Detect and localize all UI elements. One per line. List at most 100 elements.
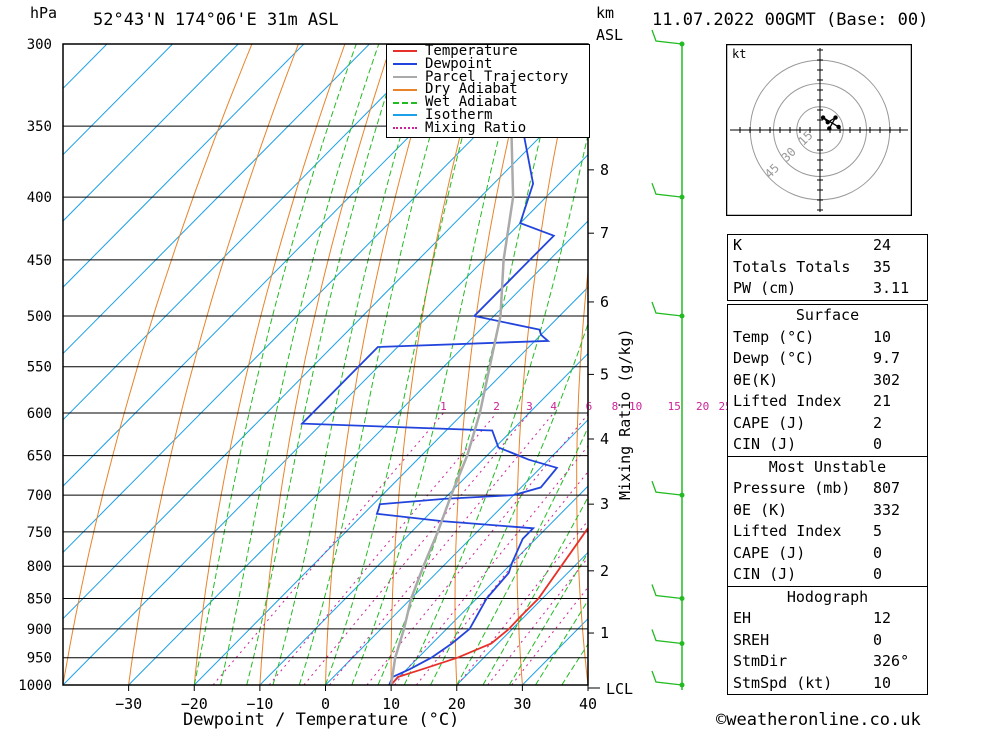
pressure-tick-label: 300 (27, 37, 52, 53)
pressure-tick-label: 1000 (18, 678, 52, 694)
mixing-ratio-line (416, 471, 588, 685)
lcl-label: LCL (606, 680, 633, 698)
km-tick-label: 3 (600, 495, 609, 513)
hodo-row: EH 12 (728, 608, 927, 630)
surface-title: Surface (795, 306, 860, 324)
mixing-ratio-value: 4 (550, 400, 557, 413)
wind-barb (651, 629, 683, 645)
hodo-label: SREH (733, 630, 770, 649)
temperature-tick-label: 20 (448, 695, 466, 713)
surface-value: 0 (873, 435, 883, 453)
pressure-tick-label: 350 (27, 119, 52, 135)
temperature-tick-label: 10 (382, 695, 400, 713)
mu-value: 0 (873, 543, 883, 562)
hodo-row: StmSpd (kt) 10 (728, 673, 927, 695)
pressure-tick-labels: 300 350 400 450 500 550 600 650 700 750 800 850 900 9… (18, 37, 52, 694)
hodo-value: 326° (873, 652, 910, 670)
surface-row: Dewp (°C) 9.7 (728, 348, 927, 370)
mixing-ratio-axis-label: Mixing Ratio (g/kg) (616, 328, 634, 500)
wind-barb (651, 182, 683, 198)
mu-label: Pressure (mb) (733, 479, 851, 497)
dry-adiabat-line (691, 44, 720, 685)
pressure-tick-label: 550 (27, 360, 52, 376)
pressure-tick-label: 750 (27, 525, 52, 541)
hodograph-point (836, 124, 841, 130)
legend-item: Dry Adiabat (387, 83, 589, 96)
isotherm-line (63, 44, 173, 156)
hodo-row: SREH 0 (728, 630, 927, 652)
mu-label: Lifted Index (733, 522, 842, 540)
surface-row: CAPE (J) 2 (728, 413, 927, 435)
isotherm-line (325, 419, 588, 685)
parcel-trajectory-line (389, 44, 516, 685)
surface-label: θE(K) (733, 370, 779, 389)
hodo-label: EH (733, 609, 752, 627)
dry-adiabat-line (128, 44, 299, 685)
mu-value: 807 (873, 479, 901, 497)
wet-adiabat-line (482, 496, 588, 685)
pressure-tick-label: 650 (27, 449, 52, 465)
mixing-ratio-line (394, 445, 588, 685)
surface-value: 302 (873, 370, 901, 389)
wet-adiabat-line (508, 551, 588, 685)
surface-row: CIN (J) 0 (728, 434, 927, 456)
km-tick-label: 5 (600, 365, 609, 383)
km-tick-label: 7 (600, 224, 609, 242)
datetime-label: 11.07.2022 00GMT (Base: 00) (652, 10, 929, 30)
temperature-tick-labels: −30 −20 −10 0 10 20 30 40 (115, 685, 597, 713)
sounding-series (300, 44, 588, 685)
isobar-lines (63, 43, 588, 686)
wet-adiabat-line (456, 426, 588, 685)
wet-adiabat-line (403, 132, 588, 685)
temperature-tick-label: −20 (181, 695, 208, 713)
surface-value: 2 (873, 413, 883, 432)
mixing-ratio-value: 15 (668, 400, 681, 413)
isotherm-line (390, 485, 588, 685)
surface-row: θE(K) 302 (728, 370, 927, 392)
dry-adiabat-line (996, 44, 1000, 685)
legend-item: Mixing Ratio (387, 121, 589, 135)
mu-row: CAPE (J) 0 (728, 543, 927, 565)
km-tick-label: 4 (600, 430, 609, 448)
legend-label: Isotherm (425, 106, 493, 123)
dewpoint-line (300, 44, 587, 685)
legend: Temperature Dewpoint Parcel Trajectory Dry … (386, 44, 590, 138)
surface-value: 10 (873, 327, 892, 346)
hodograph-point (820, 115, 826, 120)
index-label: K (733, 236, 743, 254)
mixing-ratio-lines (212, 412, 588, 685)
wind-barb (651, 29, 683, 45)
pressure-tick-label: 800 (27, 559, 52, 575)
mu-label: CIN (J) (733, 565, 797, 583)
isotherm-line (259, 352, 588, 685)
isotherm-line (63, 44, 239, 222)
mixing-ratio-value: 10 (629, 400, 642, 413)
pressure-tick-label: 850 (27, 591, 52, 607)
surface-label: CIN (J) (733, 435, 797, 453)
location-title: 52°43'N 174°06'E 31m ASL (93, 10, 339, 30)
credit-link[interactable]: ©weatheronline.co.uk (716, 710, 921, 730)
mixing-ratio-line (212, 412, 444, 685)
wind-barb (651, 584, 683, 600)
surface-row: Lifted Index 21 (728, 391, 927, 413)
pressure-tick-label: 400 (27, 190, 52, 206)
pressure-tick-label: 950 (27, 651, 52, 667)
surface-table: Surface Temp (°C) 10 Dewp (°C) 9.7 θE(K) 30… (727, 304, 928, 695)
mu-value: 0 (873, 565, 883, 583)
surface-label: Lifted Index (733, 392, 842, 410)
hodo-label: StmDir (733, 652, 788, 670)
legend-item: Dewpoint (387, 57, 589, 71)
index-value: 24 (873, 236, 892, 254)
temperature-tick-label: 0 (321, 695, 330, 713)
legend-swatch (393, 127, 417, 130)
pressure-tick-label: 900 (27, 622, 52, 638)
isotherm-line (63, 44, 436, 421)
surface-row: Temp (°C) 10 (728, 327, 927, 349)
legend-swatch (393, 50, 417, 53)
surface-label: Temp (°C) (733, 327, 815, 346)
km-tick-label: 2 (600, 562, 609, 580)
x-axis-title: Dewpoint / Temperature (°C) (183, 710, 460, 730)
mu-label: CAPE (J) (733, 543, 806, 562)
index-label: PW (cm) (733, 279, 797, 297)
